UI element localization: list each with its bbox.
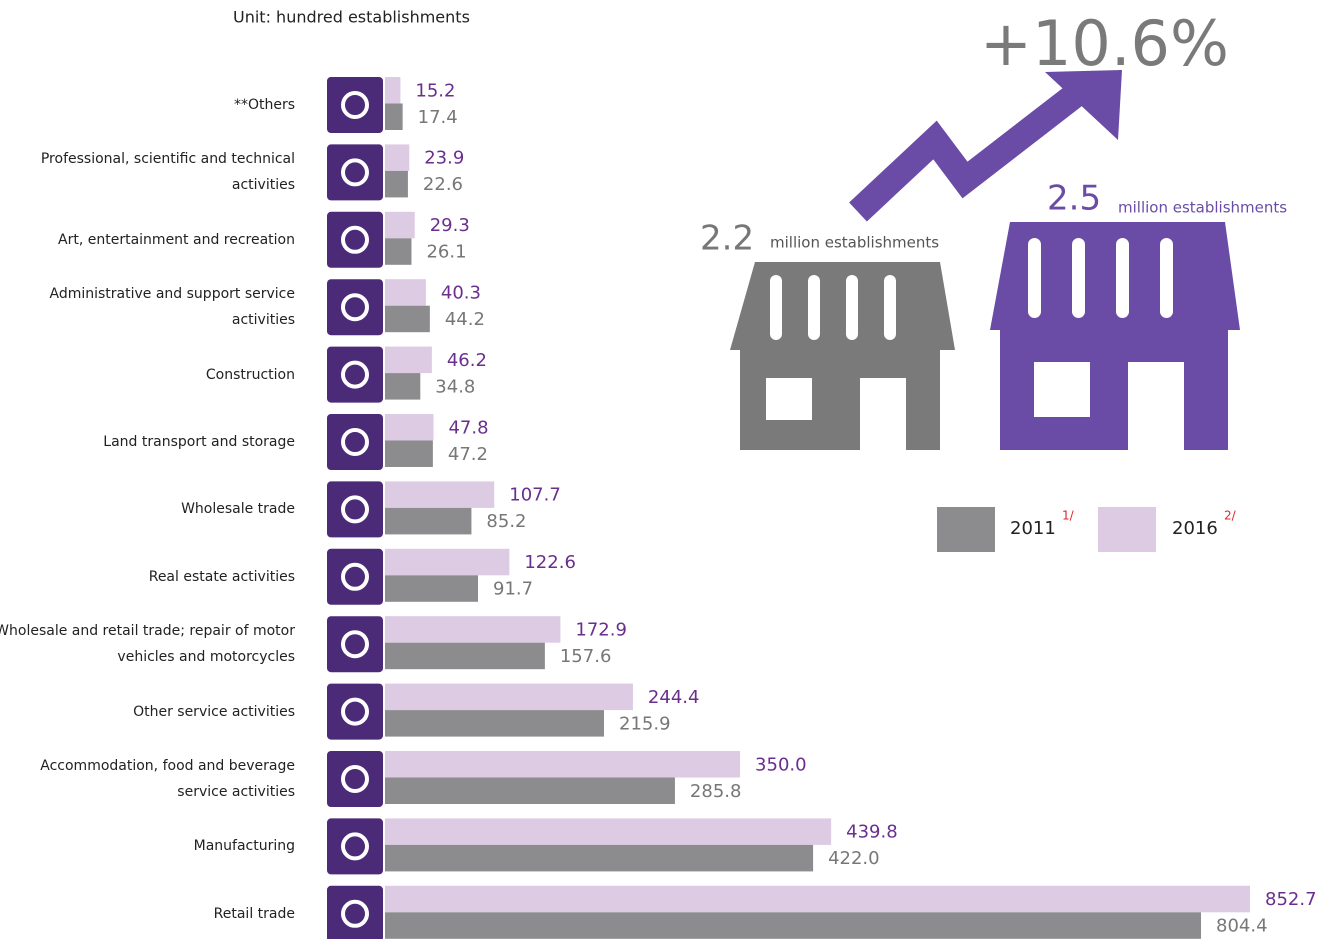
bar bbox=[385, 373, 420, 400]
category-icon bbox=[327, 616, 383, 672]
bar bbox=[385, 212, 415, 239]
bar bbox=[385, 751, 740, 778]
category-label: **Others bbox=[0, 77, 295, 133]
category-label: Administrative and support service activ… bbox=[0, 279, 295, 335]
category-label: Manufacturing bbox=[0, 818, 295, 874]
bar bbox=[385, 306, 430, 333]
category-label: Wholesale and retail trade; repair of mo… bbox=[0, 616, 295, 672]
bar bbox=[385, 818, 831, 845]
value-label: 91.7 bbox=[493, 579, 533, 600]
category-label: Retail trade bbox=[0, 886, 295, 939]
value-label: 22.6 bbox=[423, 174, 463, 195]
category-icon bbox=[327, 684, 383, 740]
legend-label: 2016 bbox=[1172, 518, 1218, 539]
category-label: Accommodation, food and beverage service… bbox=[0, 751, 295, 807]
legend-note: 2/ bbox=[1224, 509, 1237, 523]
value-label: 47.8 bbox=[448, 417, 488, 438]
bar bbox=[385, 549, 509, 576]
unit-2011: million establishments bbox=[770, 234, 939, 252]
value-label: 44.2 bbox=[445, 309, 485, 330]
legend-note: 1/ bbox=[1062, 509, 1075, 523]
growth-arrow bbox=[858, 95, 1075, 212]
value-label: 804.4 bbox=[1216, 916, 1268, 937]
store-2011 bbox=[730, 262, 955, 450]
category-label: Wholesale trade bbox=[0, 481, 295, 537]
category-icon bbox=[327, 347, 383, 403]
value-label: 244.4 bbox=[648, 687, 700, 708]
value-label: 15.2 bbox=[415, 80, 455, 101]
store-2016 bbox=[990, 222, 1240, 450]
bar bbox=[385, 144, 409, 171]
category-icon bbox=[327, 886, 383, 939]
value-label: 85.2 bbox=[486, 511, 526, 532]
category-icon bbox=[327, 414, 383, 470]
bar bbox=[385, 643, 545, 670]
category-icon bbox=[327, 481, 383, 537]
value-label: 46.2 bbox=[447, 350, 487, 371]
bar bbox=[385, 441, 433, 468]
value-label: 40.3 bbox=[441, 282, 481, 303]
bar bbox=[385, 845, 813, 872]
category-icon bbox=[327, 818, 383, 874]
category-icon bbox=[327, 77, 383, 133]
value-label: 26.1 bbox=[426, 242, 466, 263]
category-icon bbox=[327, 751, 383, 807]
count-2011: 2.2 bbox=[700, 219, 754, 259]
page: Unit: hundred establishments +10.6% 2.2 … bbox=[0, 0, 1327, 939]
value-label: 215.9 bbox=[619, 713, 671, 734]
bar bbox=[385, 279, 426, 306]
value-label: 172.9 bbox=[575, 619, 627, 640]
bar bbox=[385, 684, 633, 711]
bar bbox=[385, 77, 400, 104]
category-label: Land transport and storage bbox=[0, 414, 295, 470]
value-label: 439.8 bbox=[846, 822, 898, 843]
value-label: 23.9 bbox=[424, 148, 464, 169]
bar bbox=[385, 414, 433, 441]
category-label: Construction bbox=[0, 347, 295, 403]
category-label: Art, entertainment and recreation bbox=[0, 212, 295, 268]
value-label: 350.0 bbox=[755, 754, 807, 775]
bar bbox=[385, 508, 471, 535]
bar bbox=[385, 710, 604, 737]
value-label: 47.2 bbox=[448, 444, 488, 465]
value-label: 34.8 bbox=[435, 376, 475, 397]
category-icon bbox=[327, 279, 383, 335]
bar bbox=[385, 238, 411, 264]
bar bbox=[385, 481, 494, 508]
bar bbox=[385, 778, 675, 805]
value-label: 122.6 bbox=[524, 552, 576, 573]
bar bbox=[385, 575, 478, 602]
unit-2016: million establishments bbox=[1118, 199, 1287, 217]
category-icon bbox=[327, 549, 383, 605]
legend-swatch bbox=[1098, 507, 1156, 552]
value-label: 29.3 bbox=[430, 215, 470, 236]
bar bbox=[385, 912, 1201, 939]
growth-label: +10.6% bbox=[980, 7, 1229, 80]
category-icon bbox=[327, 212, 383, 268]
category-label: Other service activities bbox=[0, 684, 295, 740]
chart-title: Unit: hundred establishments bbox=[233, 8, 470, 27]
legend-label: 2011 bbox=[1010, 518, 1056, 539]
value-label: 852.7 bbox=[1265, 889, 1317, 910]
bar bbox=[385, 347, 432, 374]
bar bbox=[385, 886, 1250, 913]
value-label: 157.6 bbox=[560, 646, 612, 667]
value-label: 17.4 bbox=[418, 107, 458, 128]
category-label: Real estate activities bbox=[0, 549, 295, 605]
value-label: 285.8 bbox=[690, 781, 742, 802]
category-icon bbox=[327, 144, 383, 200]
bar bbox=[385, 616, 560, 643]
bar bbox=[385, 104, 403, 131]
value-label: 422.0 bbox=[828, 848, 880, 869]
count-2016: 2.5 bbox=[1047, 179, 1101, 219]
bar bbox=[385, 171, 408, 198]
value-label: 107.7 bbox=[509, 485, 561, 506]
legend-swatch bbox=[937, 507, 995, 552]
category-label: Professional, scientific and technical a… bbox=[0, 144, 295, 200]
